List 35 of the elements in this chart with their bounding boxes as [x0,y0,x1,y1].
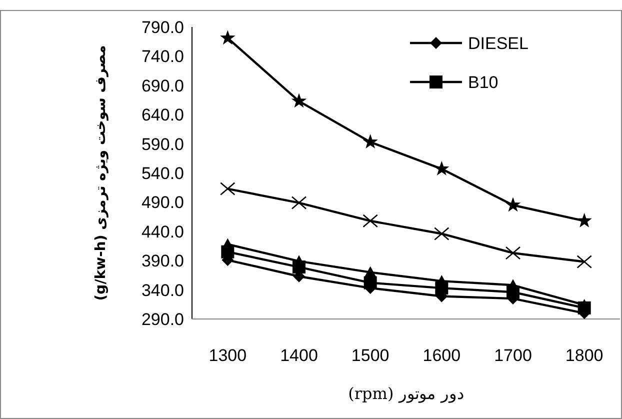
point [505,246,521,260]
x-tick-label: 1500 [351,346,390,365]
point [364,266,376,278]
x-tick-label: 1700 [494,346,532,365]
y-tick-label: 790.0 [141,18,184,37]
point [576,212,592,228]
x-tick-label: 1600 [422,346,461,365]
y-tick-label: 390.0 [141,252,184,271]
point [220,182,236,196]
legend-label: DIESEL [468,34,528,53]
x-tick-label: 1800 [565,346,604,365]
point [434,227,450,240]
point [220,30,236,45]
y-tick-label: 440.0 [141,222,184,242]
point [434,160,450,176]
y-axis-title: مصرف سوخت ویژه ترمزی (g/kw-h) [93,45,109,301]
y-tick-label: 490.0 [141,193,184,212]
y-tick-label: 690.0 [141,76,184,96]
point [576,255,592,268]
point [291,93,307,108]
y-tick-label: 640.0 [141,106,184,125]
y-tick-label: 340.0 [141,280,184,300]
x-tick-label: 1300 [208,346,247,365]
point [362,134,378,149]
y-tick-label: 740.0 [141,47,184,66]
point [362,214,378,228]
y-tick-label: 540.0 [141,164,184,183]
point [505,197,521,212]
point [364,276,377,290]
y-tick-label: 590.0 [141,134,184,154]
legend-label: B10 [468,73,498,92]
y-tick-label: 290.0 [141,310,184,329]
x-axis-title: دور موتور (rpm) [348,384,464,403]
x-tick-label: 1400 [280,346,318,365]
point [291,196,307,210]
